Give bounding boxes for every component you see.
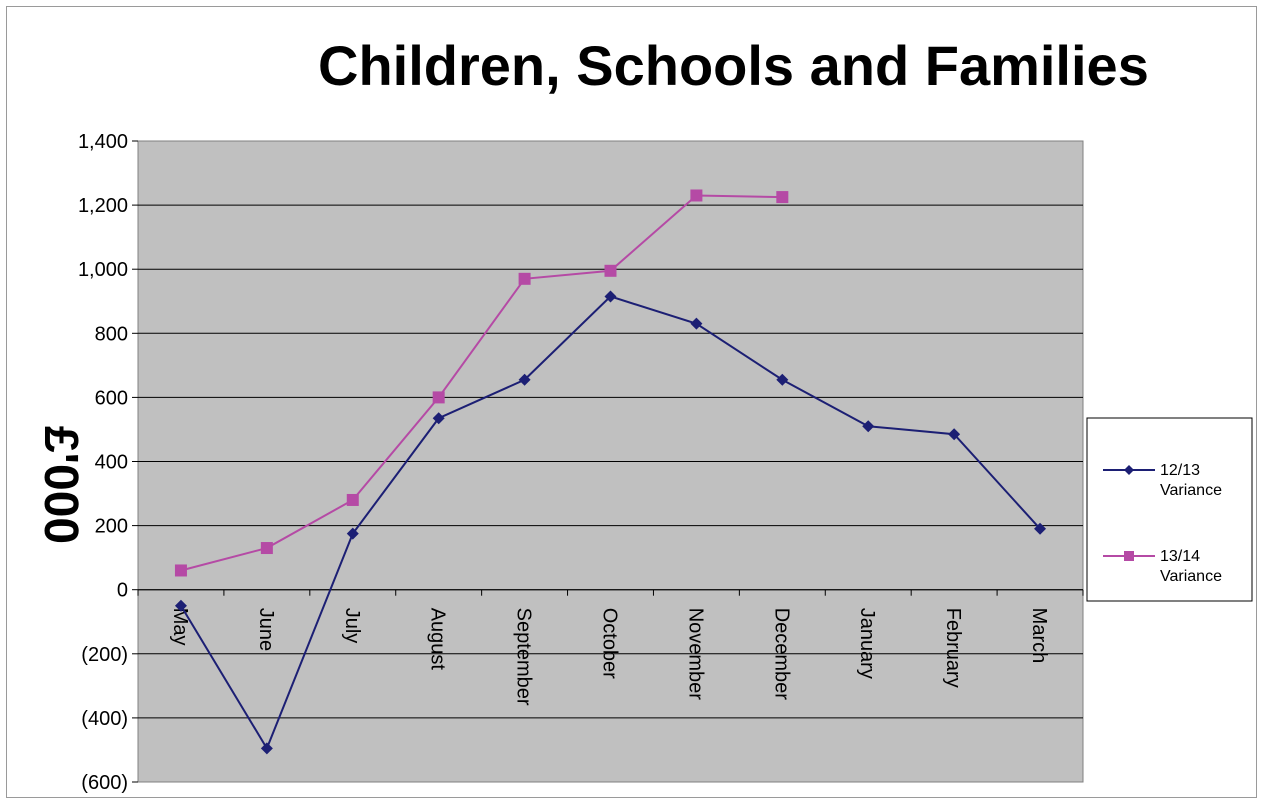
data-point: [174, 599, 187, 612]
legend-marker: [1124, 551, 1134, 561]
x-tick-label: August: [427, 608, 449, 671]
y-tick-label: 600: [95, 387, 128, 409]
x-tick-label: December: [770, 608, 792, 701]
x-tick-label: January: [856, 608, 878, 679]
x-tick-label: September: [513, 608, 535, 706]
data-point: [174, 564, 187, 577]
data-point: [518, 272, 531, 285]
legend-label: Variance: [1160, 482, 1222, 499]
data-point: [432, 412, 445, 425]
y-tick-label: 200: [95, 516, 128, 538]
data-point: [1034, 522, 1047, 535]
x-axis-ticks: May June July August September October Novembe…: [137, 589, 1084, 706]
data-point: [948, 428, 961, 441]
data-point: [776, 373, 789, 386]
x-tick-label: March: [1028, 608, 1050, 664]
y-tick-label: (200): [81, 644, 128, 666]
data-point: [260, 542, 273, 555]
y-tick-label: (600): [81, 772, 128, 794]
x-tick-label: July: [341, 608, 363, 644]
legend-label: 12/13: [1160, 462, 1200, 479]
x-tick-label: October: [599, 608, 621, 679]
data-point: [604, 264, 617, 277]
data-point: [260, 742, 273, 755]
y-tick-label: 0: [117, 580, 128, 602]
y-tick-label: 1,400: [78, 131, 128, 153]
legend-box: [1086, 417, 1253, 602]
data-point: [346, 493, 359, 506]
y-axis-ticks: 1,400 1,200 1,000 800 600 400 200 0 (200) (400) (6…: [78, 131, 138, 794]
legend-label: Variance: [1160, 568, 1222, 585]
y-axis-label: £'000: [34, 426, 87, 544]
data-point: [690, 189, 703, 202]
legend-label: 13/14: [1160, 548, 1200, 565]
x-tick-label: May: [169, 608, 191, 646]
y-tick-label: 1,200: [78, 195, 128, 217]
data-point: [346, 527, 359, 540]
data-point: [862, 420, 875, 433]
y-tick-label: 1,000: [78, 259, 128, 281]
data-point: [690, 317, 703, 330]
series-line-2: [180, 194, 783, 572]
y-tick-label: 800: [95, 323, 128, 345]
data-point: [776, 191, 789, 204]
chart-title: Children, Schools and Families: [318, 34, 1149, 97]
data-point: [432, 391, 445, 404]
data-point: [518, 373, 531, 386]
data-point: [604, 290, 617, 303]
series-lines: [174, 189, 1047, 755]
y-tick-label: (400): [81, 708, 128, 730]
x-tick-label: February: [942, 608, 964, 688]
legend: 12/13 Variance 13/14 Variance: [1086, 417, 1253, 602]
x-tick-label: June: [255, 608, 277, 651]
legend-marker: [1124, 465, 1134, 475]
y-tick-label: 400: [95, 452, 128, 474]
x-tick-label: November: [684, 608, 706, 701]
